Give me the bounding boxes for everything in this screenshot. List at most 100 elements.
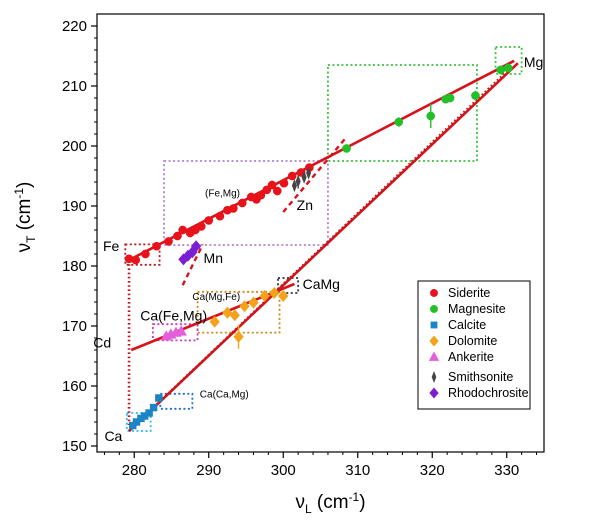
- legend-marker-dolomite: [429, 335, 439, 347]
- annotation-fe: Fe: [103, 238, 120, 254]
- magnesite-point-5: [471, 91, 480, 100]
- annotation-mn: Mn: [204, 250, 223, 266]
- magnesite-point-0: [342, 144, 351, 153]
- siderite-point-1: [131, 255, 141, 265]
- rhodochrosite-point-3: [190, 240, 202, 253]
- annotation-ca-mg-fe-: Ca(Mg,Fe): [192, 292, 240, 303]
- siderite-point-17: [256, 190, 266, 200]
- siderite-point-13: [229, 204, 238, 213]
- legend-marker-calcite: [430, 321, 438, 329]
- legend-box: [417, 280, 531, 410]
- legend-label-rhodochrosite: Rhodochrosite: [448, 386, 529, 400]
- y-tick-label-6: 210: [62, 78, 87, 95]
- legend-marker-smithsonite: [431, 370, 437, 384]
- calcite-point-5: [149, 403, 158, 412]
- calcite-point-3: [140, 412, 149, 420]
- dolomite-point-2: [229, 309, 240, 322]
- annotation-ca: Ca: [104, 428, 122, 444]
- smithsonite-point-1: [295, 174, 301, 188]
- siderite-point-22: [287, 171, 297, 181]
- region-box-5: [277, 277, 300, 294]
- siderite-point-10: [204, 216, 214, 225]
- annotation--fe-mg-: (Fe,Mg): [205, 188, 240, 199]
- smithsonite-point-3: [306, 166, 312, 180]
- siderite-point-3: [152, 241, 161, 251]
- y-tick-label-5: 200: [62, 138, 87, 155]
- y-tick-label-0: 150: [62, 438, 87, 455]
- x-tick-label-1: 290: [196, 462, 221, 479]
- x-tick-label-2: 300: [271, 462, 296, 479]
- siderite-point-11: [215, 211, 225, 221]
- trend-line-dashed-5: [181, 243, 204, 286]
- dolomite-point-3: [233, 330, 244, 343]
- annotation-camg: CaMg: [303, 276, 340, 292]
- siderite-point-20: [272, 186, 282, 196]
- y-tick-label-1: 160: [62, 378, 87, 395]
- legend-marker-rhodochrosite: [429, 387, 439, 399]
- legend-label-ankerite: Ankerite: [448, 350, 494, 364]
- annotation-zn: Zn: [297, 197, 313, 213]
- legend-label-magnesite: Magnesite: [448, 302, 506, 316]
- y-tick-label-7: 220: [62, 18, 87, 35]
- region-box-3: [124, 243, 161, 266]
- x-tick-label-3: 310: [345, 462, 370, 479]
- annotations: Mg (Fe,Mg) Zn Fe Mn CaMg Ca(Mg,Fe) Ca(Fe,Mg) Cd C…: [93, 54, 543, 444]
- dolomite-point-7: [269, 287, 280, 299]
- siderite-point-2: [141, 249, 150, 259]
- calcite-point-1: [132, 418, 141, 426]
- region-box-8: [125, 412, 152, 432]
- trend-line-dashed-6: [282, 136, 348, 213]
- dolomite-point-5: [248, 296, 259, 309]
- annotation-cd: Cd: [93, 335, 111, 351]
- region-box-6: [151, 323, 199, 342]
- siderite-point-9: [196, 222, 206, 231]
- x-tick-label-4: 320: [420, 462, 445, 479]
- y-tick-label-3: 180: [62, 258, 87, 275]
- calcite-point-4: [145, 409, 153, 417]
- dolomite-point-1: [222, 306, 233, 319]
- siderite-point-14: [237, 198, 247, 208]
- legend-label-dolomite: Dolomite: [448, 334, 497, 348]
- legend-label-siderite: Siderite: [448, 286, 490, 300]
- calcite-point-2: [137, 414, 145, 423]
- magnesite-point-2: [426, 111, 436, 121]
- smithsonite-point-0: [291, 179, 297, 193]
- magnesite-point-6: [496, 65, 506, 75]
- legend: Siderite Magnesite Calcite Dolomite Ankerite…: [417, 280, 531, 410]
- y-tick-label-2: 170: [62, 318, 87, 335]
- siderite-point-0: [124, 254, 134, 264]
- region-box-1: [327, 64, 478, 162]
- legend-label-smithsonite: Smithsonite: [448, 370, 513, 384]
- magnesite-point-7: [503, 63, 513, 73]
- axes: 280 290 300 310 320 330 150 160 170 180 190 200 210 2…: [62, 18, 538, 479]
- annotation-ca-fe-mg-: Ca(Fe,Mg): [140, 308, 207, 324]
- x-tick-label-5: 330: [494, 462, 519, 479]
- siderite-point-4: [164, 237, 173, 246]
- annotation-mg: Mg: [524, 54, 543, 70]
- magnesite-point-4: [445, 93, 455, 103]
- siderite-point-19: [267, 180, 277, 190]
- dolomite-point-6: [259, 290, 270, 302]
- annotation-ca-ca-mg-: Ca(Ca,Mg): [200, 389, 249, 400]
- dolomite-point-0: [209, 315, 220, 328]
- data-points: [124, 63, 513, 430]
- legend-marker-magnesite: [430, 305, 438, 313]
- region-box-0: [163, 160, 329, 246]
- legend-marker-siderite: [430, 289, 438, 297]
- siderite-point-21: [279, 178, 289, 188]
- legend-marker-ankerite: [428, 351, 440, 361]
- x-axis-title: νL (cm-1): [295, 490, 365, 516]
- y-axis-title: νT (cm-1): [12, 182, 38, 253]
- siderite-point-6: [178, 225, 187, 235]
- dolomite-point-8: [278, 290, 289, 302]
- y-tick-label-4: 190: [62, 198, 87, 215]
- x-tick-label-0: 280: [122, 462, 147, 479]
- smithsonite-point-2: [301, 170, 307, 184]
- legend-label-calcite: Calcite: [448, 318, 486, 332]
- dolomite-point-4: [239, 300, 250, 313]
- magnesite-point-1: [394, 117, 404, 127]
- calcite-point-6: [155, 394, 163, 402]
- siderite-point-5: [173, 231, 182, 241]
